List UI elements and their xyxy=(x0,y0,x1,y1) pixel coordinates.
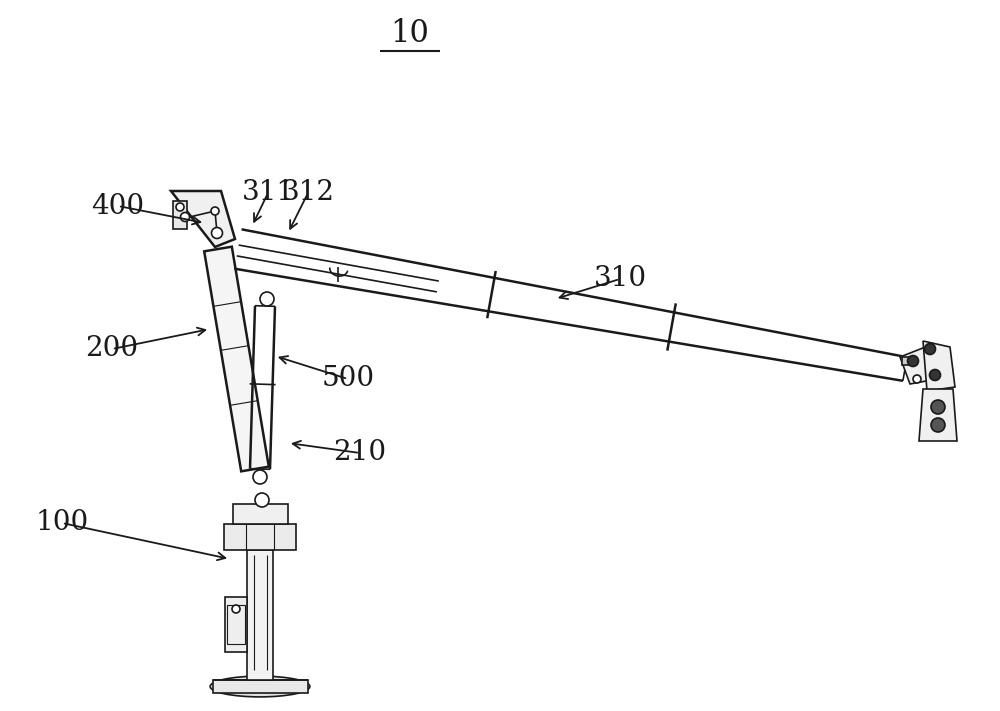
Circle shape xyxy=(176,203,184,211)
Circle shape xyxy=(255,493,269,507)
Bar xyxy=(902,357,910,365)
Polygon shape xyxy=(900,344,937,384)
Ellipse shape xyxy=(210,676,310,697)
Circle shape xyxy=(908,356,919,366)
Text: 500: 500 xyxy=(321,365,375,392)
Circle shape xyxy=(931,418,945,432)
Text: 200: 200 xyxy=(85,336,139,363)
Polygon shape xyxy=(171,191,235,247)
Text: 10: 10 xyxy=(391,18,429,48)
Text: 210: 210 xyxy=(333,439,387,466)
Circle shape xyxy=(211,207,219,215)
Text: 312: 312 xyxy=(282,179,335,206)
Text: 100: 100 xyxy=(35,510,89,537)
Bar xyxy=(225,597,247,652)
Circle shape xyxy=(212,228,223,238)
Circle shape xyxy=(253,470,267,484)
Circle shape xyxy=(930,370,941,380)
Polygon shape xyxy=(919,389,957,441)
Circle shape xyxy=(260,292,274,306)
Circle shape xyxy=(181,213,190,222)
Circle shape xyxy=(925,343,936,355)
Polygon shape xyxy=(923,341,955,391)
Polygon shape xyxy=(204,247,269,471)
Text: 311: 311 xyxy=(241,179,295,206)
Bar xyxy=(227,605,245,644)
Bar xyxy=(247,550,273,680)
Bar xyxy=(224,524,296,550)
Bar xyxy=(173,201,187,229)
Text: 310: 310 xyxy=(593,265,647,292)
Circle shape xyxy=(232,605,240,613)
Bar xyxy=(213,680,308,693)
Circle shape xyxy=(913,375,921,383)
Text: 400: 400 xyxy=(91,193,145,220)
Circle shape xyxy=(931,400,945,414)
Bar xyxy=(233,504,288,524)
